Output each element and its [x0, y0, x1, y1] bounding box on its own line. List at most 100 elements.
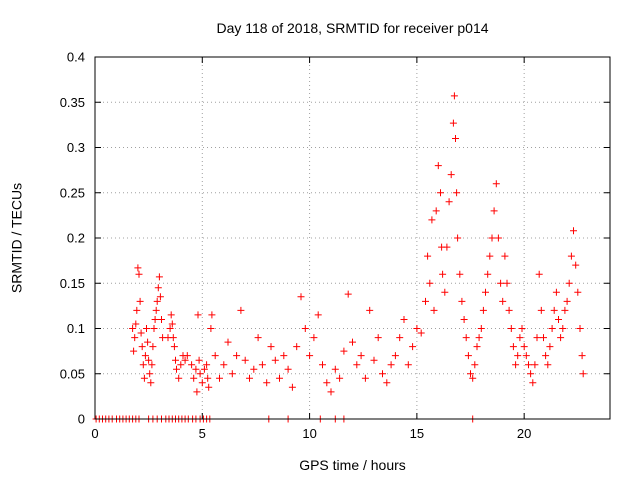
data-point — [246, 374, 253, 382]
data-point — [357, 352, 365, 360]
data-point — [310, 334, 318, 342]
data-point — [505, 306, 513, 314]
x-tick-label: 5 — [199, 426, 206, 441]
data-point — [137, 329, 145, 337]
data-point — [194, 311, 202, 319]
data-point — [557, 334, 565, 342]
data-point — [525, 361, 532, 369]
data-point — [555, 316, 562, 323]
data-point — [139, 361, 147, 369]
data-point — [404, 361, 412, 369]
data-point — [546, 343, 554, 351]
data-point — [276, 374, 283, 382]
data-point — [134, 264, 142, 272]
data-point — [149, 343, 157, 351]
data-point — [430, 306, 438, 314]
data-point — [288, 383, 296, 391]
data-point — [471, 361, 479, 369]
data-point — [200, 365, 208, 373]
data-point — [353, 361, 361, 369]
x-tick-label: 0 — [91, 426, 98, 441]
data-point — [156, 293, 164, 301]
data-point — [198, 379, 206, 387]
data-point — [579, 370, 587, 378]
data-point — [151, 316, 159, 323]
y-tick-label: 0.1 — [67, 321, 85, 336]
data-point — [428, 216, 436, 224]
data-point — [527, 370, 535, 378]
data-point — [449, 119, 457, 127]
data-point — [518, 325, 526, 332]
data-point — [477, 325, 485, 332]
data-point — [181, 356, 189, 364]
data-point — [175, 374, 183, 382]
data-point — [361, 374, 369, 382]
data-point — [514, 352, 522, 360]
x-axis-label: GPS time / hours — [299, 457, 406, 473]
data-point — [349, 338, 356, 346]
tick-layer: 0 0.05 0.1 0.15 0.2 0.25 0.3 0.35 0.4 0 5 10 15 20 — [60, 50, 610, 441]
data-point — [497, 279, 505, 287]
x-tick-label: 20 — [517, 426, 531, 441]
data-point — [323, 379, 331, 387]
data-point — [522, 352, 530, 360]
data-point — [168, 320, 176, 328]
data-point — [135, 270, 143, 278]
data-point — [391, 352, 399, 360]
data-point — [271, 356, 279, 364]
data-point — [190, 374, 198, 382]
data-point — [578, 352, 586, 360]
data-point — [170, 343, 178, 351]
data-point — [297, 293, 305, 301]
data-point — [319, 361, 326, 369]
data-point — [204, 374, 212, 382]
data-point — [437, 189, 444, 197]
data-point — [183, 352, 191, 360]
data-point — [531, 361, 539, 369]
data-point — [460, 316, 468, 323]
data-point — [167, 311, 175, 319]
data-point — [445, 198, 453, 206]
data-point — [284, 365, 292, 373]
data-point — [154, 284, 162, 292]
data-point — [208, 311, 216, 319]
data-point — [576, 325, 584, 332]
data-point — [211, 352, 219, 360]
data-point — [520, 343, 528, 351]
y-tick-label: 0.25 — [60, 185, 85, 200]
data-point — [130, 347, 138, 355]
data-point — [424, 252, 432, 260]
data-point — [400, 316, 408, 323]
y-tick-label: 0.15 — [60, 276, 85, 291]
data-point — [173, 365, 180, 373]
data-point — [172, 356, 179, 364]
data-point — [138, 343, 146, 351]
data-point — [188, 361, 196, 369]
data-point — [327, 388, 335, 396]
data-point — [336, 374, 344, 382]
data-point — [133, 306, 141, 314]
data-point — [331, 365, 339, 373]
data-point — [443, 243, 451, 251]
data-point — [563, 297, 571, 305]
data-point — [379, 370, 386, 378]
data-point — [224, 338, 232, 346]
data-point — [143, 325, 150, 332]
y-tick-label: 0 — [78, 412, 85, 427]
x-tick-label: 10 — [302, 426, 316, 441]
data-point — [216, 374, 223, 382]
data-point — [263, 379, 271, 387]
data-point — [572, 261, 580, 269]
data-point — [144, 338, 152, 346]
data-point — [254, 334, 262, 342]
data-point — [434, 162, 442, 170]
data-point — [559, 325, 567, 332]
data-point — [533, 334, 541, 342]
data-point — [450, 92, 458, 100]
data-point — [169, 334, 177, 342]
data-point — [565, 279, 573, 287]
data-point — [475, 334, 483, 342]
data-point — [501, 252, 509, 260]
data-point — [441, 288, 449, 296]
data-point — [426, 279, 434, 287]
